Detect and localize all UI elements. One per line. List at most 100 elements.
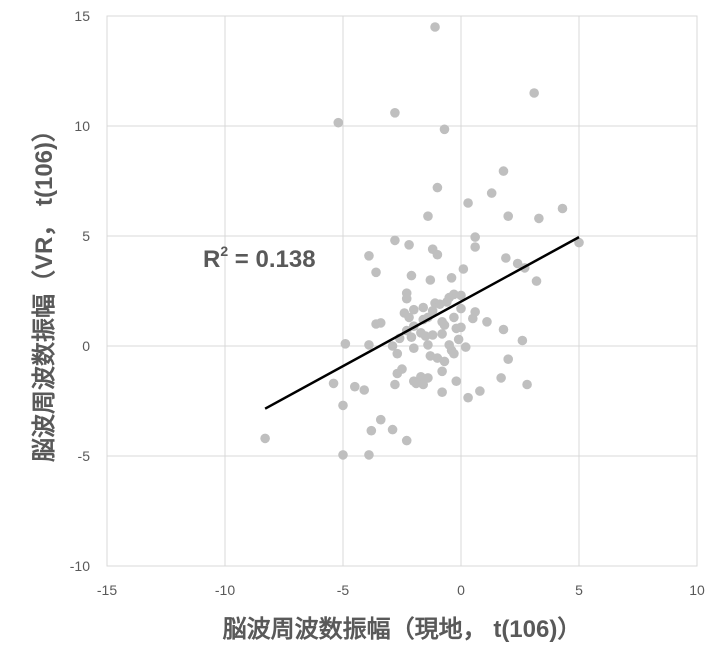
gridlines [106, 15, 698, 567]
y-tick-label: -5 [78, 448, 91, 464]
data-point [503, 354, 513, 365]
data-point [468, 313, 478, 324]
r-squared-annotation: R2 = 0.138 [203, 243, 316, 273]
y-tick-label: 5 [82, 228, 90, 244]
data-point [437, 329, 447, 339]
data-point [482, 317, 492, 327]
data-point [338, 400, 348, 411]
data-point [409, 304, 419, 315]
data-point [557, 203, 568, 214]
data-point [423, 340, 433, 350]
data-point [463, 392, 473, 403]
data-point [434, 299, 445, 310]
data-point [460, 342, 471, 352]
data-point [449, 348, 459, 359]
data-point [439, 356, 450, 367]
data-point [390, 379, 400, 390]
data-point [387, 424, 398, 435]
data-point [375, 414, 386, 425]
data-point [404, 312, 414, 323]
x-tick-label: -15 [97, 582, 117, 598]
data-point [423, 211, 433, 221]
data-point [437, 366, 447, 377]
x-tick-label: 5 [575, 582, 583, 598]
data-point [463, 198, 473, 208]
data-points [260, 22, 584, 460]
y-axis-title: 脳波周波数振幅（VR， t(106)） [31, 118, 58, 462]
data-point [449, 312, 459, 323]
data-point [401, 293, 412, 304]
data-point [340, 339, 351, 349]
data-point [498, 324, 509, 335]
data-point [439, 124, 450, 135]
x-tick-label: 10 [689, 582, 705, 598]
data-point [406, 332, 417, 343]
data-point [390, 108, 400, 118]
data-point [404, 240, 414, 250]
data-point [392, 368, 403, 379]
data-point [338, 450, 348, 460]
data-point [522, 379, 532, 390]
data-point [470, 242, 480, 252]
data-point [406, 270, 417, 281]
data-point [371, 267, 381, 278]
x-tick-label: 0 [457, 582, 465, 598]
data-point [409, 343, 419, 354]
data-point [501, 253, 511, 263]
data-point [496, 373, 506, 383]
plot-area-border [106, 15, 698, 567]
data-point [456, 290, 466, 301]
data-point [260, 433, 270, 444]
y-tick-label: 15 [74, 8, 90, 24]
data-point [328, 378, 339, 389]
data-point [437, 387, 447, 398]
data-point [411, 378, 421, 389]
data-point [390, 235, 400, 246]
data-point [458, 264, 469, 274]
data-point [451, 376, 462, 387]
data-point [432, 182, 443, 193]
data-point [475, 386, 485, 396]
data-point [446, 273, 457, 283]
y-tick-labels: -10 -5 0 5 10 15 [70, 8, 90, 574]
data-point [451, 323, 462, 334]
data-point [364, 340, 374, 350]
data-point [333, 117, 344, 128]
data-point [364, 450, 374, 460]
data-point [366, 425, 377, 436]
data-point [427, 330, 438, 340]
data-point [350, 381, 360, 392]
data-point [534, 213, 544, 224]
data-point [498, 166, 509, 176]
x-tick-label: -5 [337, 582, 350, 598]
x-tick-label: -10 [215, 582, 235, 598]
data-point [574, 237, 584, 248]
y-tick-label: 10 [74, 118, 90, 134]
data-point [364, 251, 374, 261]
data-point [401, 435, 412, 446]
data-point [425, 275, 436, 285]
data-point [453, 334, 464, 345]
data-point [529, 88, 539, 98]
data-point [517, 335, 528, 346]
y-tick-label: -10 [70, 558, 90, 574]
data-point [420, 331, 431, 341]
data-point [387, 341, 398, 351]
data-point [359, 385, 370, 395]
data-point [470, 232, 480, 242]
y-tick-label: 0 [82, 338, 90, 354]
data-point [531, 276, 542, 286]
data-point [371, 319, 381, 329]
data-point [456, 303, 466, 314]
data-point [430, 22, 440, 32]
data-point [512, 258, 523, 269]
trendline [264, 236, 580, 410]
data-point [418, 302, 429, 313]
data-point [503, 211, 513, 221]
data-point [432, 249, 443, 260]
x-axis-title: 脳波周波数振幅（現地， t(106)） [223, 616, 582, 643]
x-tick-labels: -15 -10 -5 0 5 10 [97, 582, 705, 598]
data-point [392, 348, 403, 359]
